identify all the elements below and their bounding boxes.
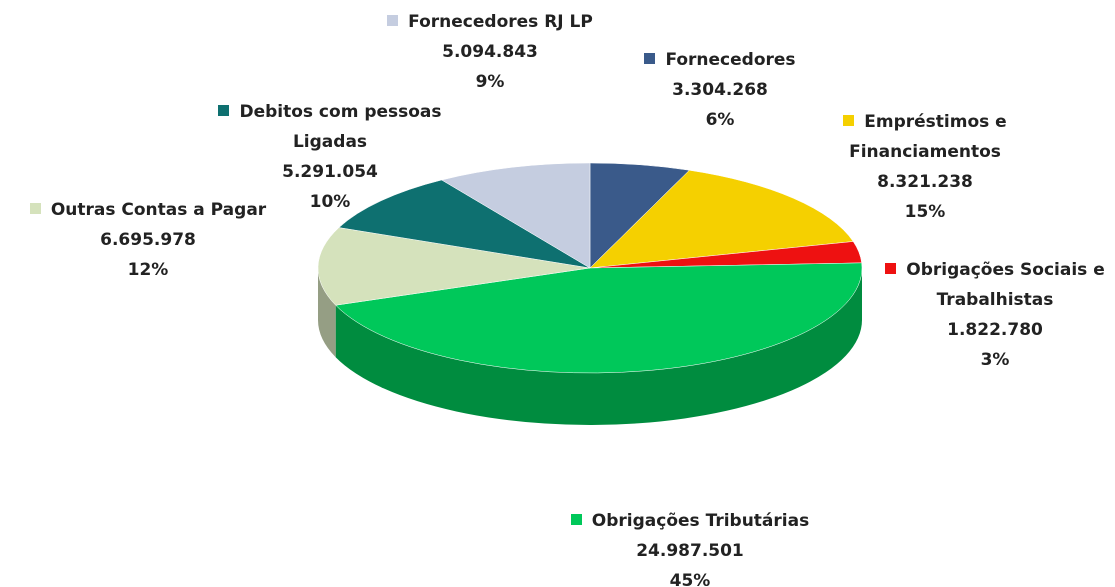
category-name: Fornecedores RJ LP xyxy=(408,12,593,32)
value-label: 5.094.843 xyxy=(442,42,538,62)
category-name: Obrigações Tributárias xyxy=(591,511,810,531)
percentage-label: 3% xyxy=(980,350,1010,370)
percentage-label: 45% xyxy=(669,571,711,587)
category-name: Fornecedores xyxy=(665,50,796,70)
legend-swatch xyxy=(644,53,656,64)
slice xyxy=(441,162,591,269)
value-label: 6.695.978 xyxy=(100,230,196,250)
slice xyxy=(338,179,591,269)
value-label: 3.304.268 xyxy=(672,80,768,100)
data-label: Debitos com pessoas Ligadas 5.291.054 10% xyxy=(190,97,470,217)
slice xyxy=(317,227,591,306)
data-label: Obrigações Sociais e Trabalhistas 1.822.7… xyxy=(880,255,1110,375)
percentage-label: 9% xyxy=(475,72,505,92)
slice xyxy=(589,169,854,269)
data-label: Fornecedores 3.304.268 6% xyxy=(620,45,820,135)
legend-swatch xyxy=(885,263,897,274)
category-name: Outras Contas a Pagar xyxy=(50,200,267,220)
legend-swatch xyxy=(570,514,582,525)
percentage-label: 12% xyxy=(127,260,169,280)
value-label: 8.321.238 xyxy=(877,172,973,192)
data-label: Empréstimos e Financiamentos 8.321.238 15% xyxy=(825,107,1025,227)
legend-swatch xyxy=(29,203,41,214)
category-name: Obrigações Sociais e Trabalhistas xyxy=(906,260,1105,310)
slice-side xyxy=(318,268,336,358)
category-name: Empréstimos e Financiamentos xyxy=(849,112,1007,162)
legend-swatch xyxy=(843,115,855,126)
data-label: Fornecedores RJ LP 5.094.843 9% xyxy=(360,7,620,97)
legend-swatch xyxy=(387,15,399,26)
data-label: Obrigações Tributárias 24.987.501 45% xyxy=(540,506,840,587)
category-name: Debitos com pessoas Ligadas xyxy=(239,102,442,152)
value-label: 5.291.054 xyxy=(282,162,378,182)
value-label: 1.822.780 xyxy=(947,320,1043,340)
value-label: 24.987.501 xyxy=(636,541,744,561)
slice xyxy=(335,262,863,374)
percentage-label: 6% xyxy=(705,110,735,130)
legend-swatch xyxy=(218,105,230,116)
percentage-label: 15% xyxy=(904,202,946,222)
percentage-label: 10% xyxy=(309,192,351,212)
slice-side xyxy=(335,268,863,425)
data-label: Outras Contas a Pagar 6.695.978 12% xyxy=(3,195,293,285)
